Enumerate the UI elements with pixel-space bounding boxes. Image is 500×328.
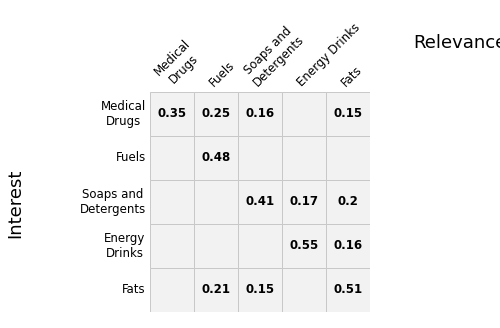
- Bar: [282, 136, 326, 180]
- Bar: [194, 136, 238, 180]
- Text: Fats: Fats: [338, 63, 364, 89]
- Text: 0.51: 0.51: [334, 283, 362, 296]
- Bar: [194, 268, 238, 312]
- Text: Soaps and
Detergents: Soaps and Detergents: [80, 188, 146, 216]
- Text: 0.35: 0.35: [158, 107, 186, 120]
- Text: Relevance: Relevance: [414, 34, 500, 51]
- Bar: [326, 180, 370, 224]
- Text: 0.48: 0.48: [202, 151, 230, 164]
- Text: 0.25: 0.25: [202, 107, 230, 120]
- Text: 0.15: 0.15: [246, 283, 274, 296]
- Bar: [150, 224, 194, 268]
- Text: Energy Drinks: Energy Drinks: [295, 21, 362, 89]
- Bar: [282, 268, 326, 312]
- Bar: [150, 268, 194, 312]
- Text: Medical
Drugs: Medical Drugs: [100, 100, 146, 128]
- Bar: [238, 92, 282, 136]
- Bar: [194, 224, 238, 268]
- Text: 0.41: 0.41: [246, 195, 274, 208]
- Bar: [326, 136, 370, 180]
- Bar: [326, 268, 370, 312]
- Text: Soaps and
Detergents: Soaps and Detergents: [240, 23, 307, 89]
- Bar: [282, 92, 326, 136]
- Bar: [194, 92, 238, 136]
- Bar: [326, 92, 370, 136]
- Bar: [282, 180, 326, 224]
- Text: 0.16: 0.16: [246, 107, 274, 120]
- Text: 0.55: 0.55: [290, 239, 318, 252]
- Bar: [238, 180, 282, 224]
- Text: Medical
Drugs: Medical Drugs: [152, 37, 204, 89]
- Text: 0.15: 0.15: [334, 107, 362, 120]
- Text: 0.17: 0.17: [290, 195, 318, 208]
- Text: 0.21: 0.21: [202, 283, 230, 296]
- Bar: [282, 224, 326, 268]
- Bar: [326, 224, 370, 268]
- Text: 0.2: 0.2: [338, 195, 358, 208]
- Bar: [238, 224, 282, 268]
- Bar: [238, 136, 282, 180]
- Bar: [238, 268, 282, 312]
- Bar: [150, 92, 194, 136]
- Text: Energy
Drinks: Energy Drinks: [104, 232, 146, 260]
- Bar: [150, 180, 194, 224]
- Text: Fats: Fats: [122, 283, 146, 296]
- Text: Fuels: Fuels: [207, 59, 238, 89]
- Bar: [194, 180, 238, 224]
- Text: Fuels: Fuels: [116, 151, 146, 164]
- Bar: [150, 136, 194, 180]
- Text: Interest: Interest: [6, 169, 24, 238]
- Text: 0.16: 0.16: [334, 239, 362, 252]
